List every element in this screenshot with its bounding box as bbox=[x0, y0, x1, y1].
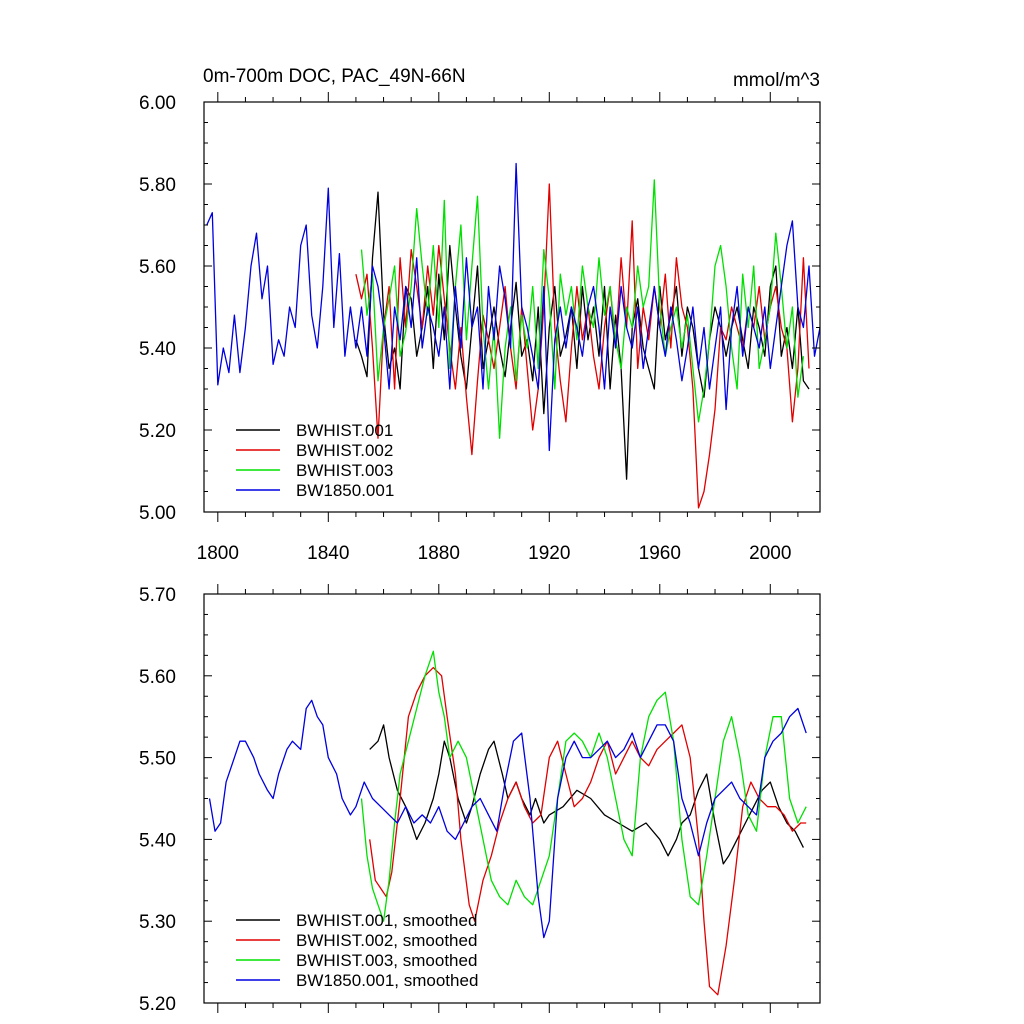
y-tick-label: 5.20 bbox=[139, 994, 176, 1015]
series-layer bbox=[208, 650, 807, 996]
y-tick-label: 5.30 bbox=[139, 912, 176, 933]
x-tick-label: 1800 bbox=[197, 543, 239, 564]
legend-label: BWHIST.003 bbox=[296, 461, 393, 480]
series-line-bwhist-001-smoothed bbox=[369, 724, 804, 865]
top-panel: 0m-700m DOC, PAC_49N-66N mmol/m^3 5.005.… bbox=[139, 66, 821, 564]
x-tick-label: 1880 bbox=[418, 543, 460, 564]
series-line-bwhist-001 bbox=[355, 191, 810, 480]
axis-layer: 5.00 5.20 5.40 5.60 5.80 6.00 1800 1840 1880 1920… bbox=[139, 92, 821, 564]
x-tick-label: 2000 bbox=[749, 543, 791, 564]
legend-label: BWHIST.003, smoothed bbox=[296, 951, 477, 970]
legend-label: BWHIST.001, smoothed bbox=[296, 911, 477, 930]
x-tick-label: 1960 bbox=[639, 543, 681, 564]
y-tick-label: 5.50 bbox=[139, 749, 176, 770]
y-tick-label: 5.40 bbox=[139, 830, 176, 851]
series-layer bbox=[206, 162, 820, 509]
y-tick-label: 5.80 bbox=[139, 175, 176, 196]
y-tick-label: 5.20 bbox=[139, 421, 176, 442]
chart-title: 0m-700m DOC, PAC_49N-66N bbox=[203, 66, 466, 87]
legend-label: BW1850.001, smoothed bbox=[296, 971, 478, 990]
bottom-panel: 5.20 5.30 5.40 5.50 5.60 5.70 BWHIST.001, smo… bbox=[139, 584, 821, 1015]
units-label: mmol/m^3 bbox=[733, 70, 820, 91]
y-tick-label: 5.00 bbox=[139, 503, 176, 524]
legend-label: BWHIST.001 bbox=[296, 421, 393, 440]
x-tick-label: 1920 bbox=[528, 543, 570, 564]
series-line-bwhist-002 bbox=[355, 183, 810, 509]
series-line-bw1850-001 bbox=[206, 162, 820, 452]
x-tick-label: 1840 bbox=[307, 543, 349, 564]
y-tick-label: 6.00 bbox=[139, 93, 176, 114]
y-tick-label: 5.70 bbox=[139, 585, 176, 606]
legend-label: BW1850.001 bbox=[296, 481, 394, 500]
series-line-bwhist-003 bbox=[360, 179, 805, 439]
y-tick-label: 5.60 bbox=[139, 257, 176, 278]
legend-label: BWHIST.002 bbox=[296, 441, 393, 460]
series-line-bwhist-003-smoothed bbox=[360, 650, 807, 922]
legend-label: BWHIST.002, smoothed bbox=[296, 931, 477, 950]
y-tick-label: 5.40 bbox=[139, 339, 176, 360]
series-line-bw1850-001-smoothed bbox=[208, 699, 807, 939]
y-tick-label: 5.60 bbox=[139, 667, 176, 688]
axis-layer: 5.20 5.30 5.40 5.50 5.60 5.70 bbox=[139, 584, 821, 1015]
